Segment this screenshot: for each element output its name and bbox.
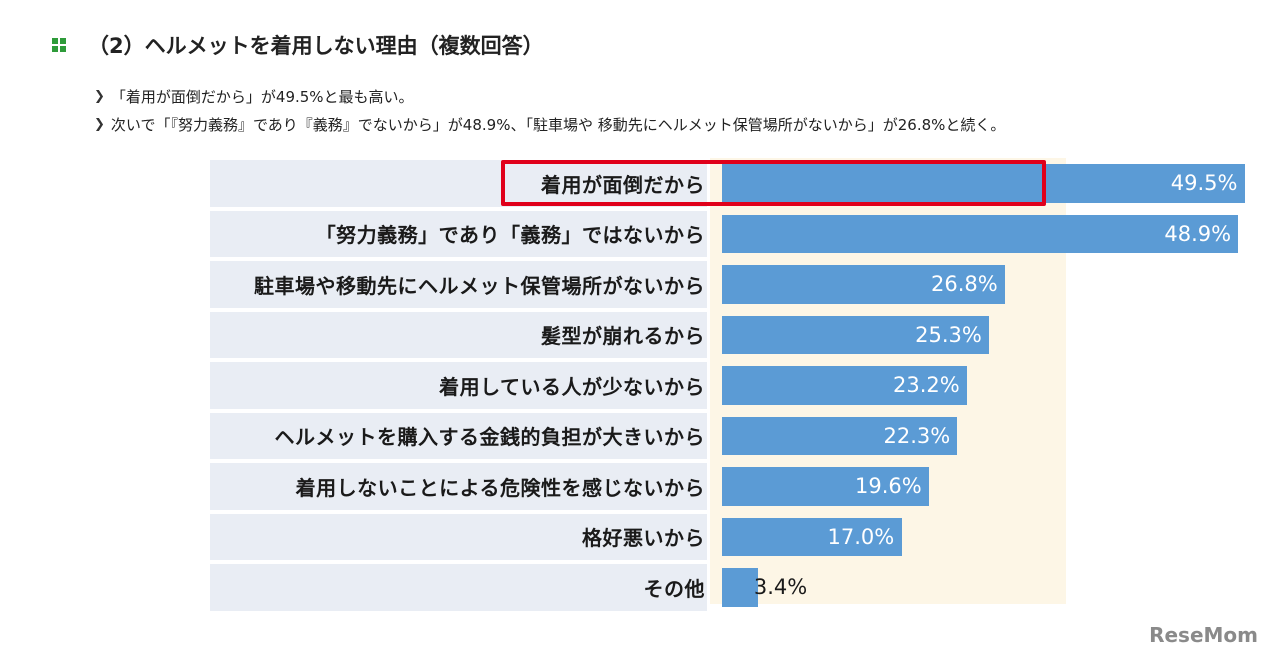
chevron-right-icon: ❯ (94, 88, 105, 104)
row-label-background: 「努力義務」であり「義務」ではないから (210, 210, 707, 257)
brand-logo: ReseMom (1149, 623, 1258, 647)
bar (722, 568, 758, 607)
row-label-background: ヘルメットを購入する金銭的負担が大きいから (210, 412, 707, 459)
row-label-background: その他 (210, 564, 707, 611)
row-label-background: 髪型が崩れるから (210, 311, 707, 358)
bullet-text: 次いで「『努力義務』であり『義務』でないから」が48.9%、「駐車場や 移動先に… (110, 115, 1006, 134)
bar (722, 265, 1005, 304)
category-label: 「努力義務」であり「義務」ではないから (315, 223, 705, 248)
bar-value-label: 25.3% (915, 322, 982, 347)
chevron-right-icon: ❯ (94, 116, 105, 132)
bar (722, 214, 1239, 253)
bar-chart: 着用が面倒だから 49.5% 「努力義務」であり「義務」ではないから 48.9% 駐車場… (210, 158, 1245, 611)
bar-value-label: 49.5% (1170, 171, 1238, 195)
row-label-background: 着用しないことによる危険性を感じないから (210, 463, 707, 510)
row-label-background: 着用が面倒だから (210, 160, 707, 207)
heading-text: （2）ヘルメットを着用しない理由（複数回答） (88, 34, 544, 58)
bullet-item: ❯ 次いで「『努力義務』であり『義務』でないから」が48.9%、「駐車場や 移動… (94, 110, 1005, 138)
green-grid-icon (52, 38, 66, 52)
bar (722, 416, 958, 455)
row-label-background: 着用している人が少ないから (210, 362, 707, 409)
bar-value-label: 23.2% (892, 373, 960, 397)
bar (722, 315, 990, 354)
category-label: 着用しないことによる危険性を感じないから (295, 475, 705, 500)
bar-value-label: 22.3% (883, 423, 951, 448)
bar (722, 517, 902, 556)
category-label: 格好悪いから (582, 526, 705, 551)
bar-value-label: 48.9% (1164, 221, 1232, 246)
category-label: ヘルメットを購入する金銭的負担が大きいから (274, 425, 705, 450)
highlight-box (501, 160, 1046, 206)
row-label-background: 駐車場や移動先にヘルメット保管場所がないから (210, 261, 707, 308)
bar-value-label: 26.8% (931, 272, 998, 296)
row-label-background: 格好悪いから (210, 513, 707, 560)
bar-value-label: 17.0% (827, 524, 895, 549)
category-label: 着用が面倒だから (541, 172, 705, 197)
summary-bullets: ❯ 「着用が面倒だから」が49.5%と最も高い。 ❯ 次いで「『努力義務』であり… (94, 82, 1005, 138)
category-label: 髪型が崩れるから (541, 324, 705, 349)
bar (722, 164, 1245, 203)
bar-value-label: 3.4% (753, 575, 808, 599)
bullet-text: 「着用が面倒だから」が49.5%と最も高い。 (110, 87, 414, 106)
bar (722, 366, 967, 405)
bar (722, 467, 929, 506)
category-label: その他 (643, 576, 705, 601)
bar-value-label: 19.6% (854, 474, 922, 498)
bullet-item: ❯ 「着用が面倒だから」が49.5%と最も高い。 (94, 82, 1005, 110)
section-heading: （2）ヘルメットを着用しない理由（複数回答） (52, 30, 544, 60)
category-label: 着用している人が少ないから (439, 374, 705, 399)
category-label: 駐車場や移動先にヘルメット保管場所がないから (254, 273, 705, 298)
